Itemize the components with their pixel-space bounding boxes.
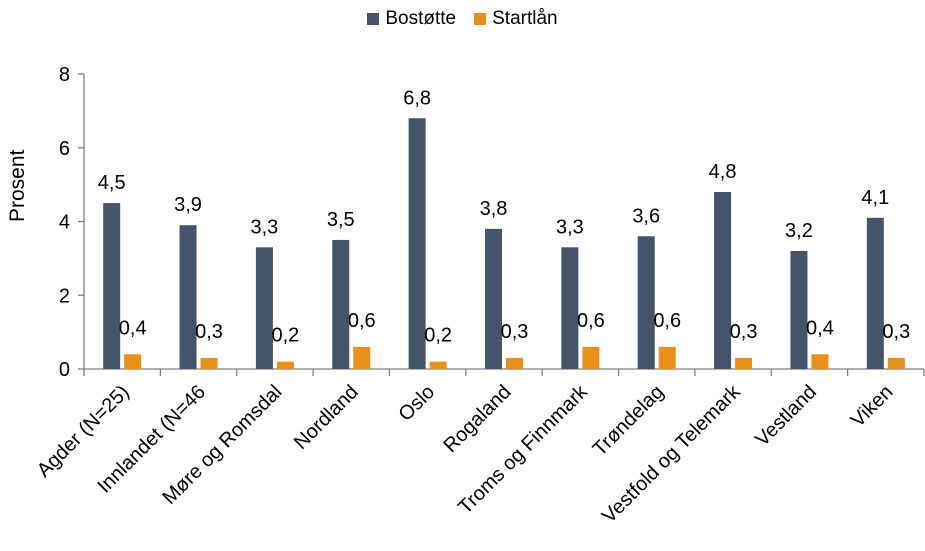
bar-bostotte [179,225,197,369]
data-label-startlan: 0,3 [501,321,529,343]
x-tick-label: Troms og Finnmark [454,380,592,518]
bar-bostotte [790,251,808,369]
bar-startlan [429,361,447,369]
data-label-startlan: 0,4 [119,317,147,339]
data-label-bostotte: 3,5 [327,209,355,231]
legend-item-bostotte: Bostøtte [367,8,456,30]
x-tick-label: Vestfold og Telemark [598,380,745,527]
bar-startlan [811,354,829,369]
bar-bostotte [714,192,732,369]
data-label-startlan: 0,2 [424,325,452,347]
bar-bostotte [408,118,426,369]
bar-startlan [200,357,218,369]
y-tick-label: 6 [59,138,70,160]
y-tick-label: 2 [59,285,70,307]
x-tick-label: Rogaland [439,381,515,457]
bar-bostotte [561,247,579,369]
bar-bostotte [332,239,350,369]
bar-startlan [887,357,905,369]
bar-startlan [506,357,523,369]
legend-label-startlan: Startlån [492,8,558,29]
chart-legend: Bostøtte Startlån [0,8,925,30]
data-label-startlan: 0,2 [272,325,300,347]
x-tick-label: Viken [847,381,898,432]
bar-startlan [124,354,142,369]
bar-bostotte [255,247,273,369]
bar-bostotte [866,217,884,369]
data-label-bostotte: 4,8 [709,161,737,183]
y-tick-label: 0 [59,359,70,381]
bar-bostotte [637,236,655,369]
legend-swatch-startlan [474,13,487,25]
x-tick-label: Trøndelag [589,381,668,460]
bar-startlan [658,346,676,369]
data-label-bostotte: 3,3 [251,216,279,238]
x-tick-label: Vestland [751,381,821,451]
data-label-bostotte: 6,8 [403,87,431,109]
x-tick-label: Oslo [395,381,440,426]
data-label-bostotte: 3,2 [785,220,813,242]
bar-startlan [276,361,294,369]
data-label-bostotte: 3,3 [556,216,584,238]
bar-startlan [735,357,753,369]
y-tick-label: 4 [59,212,70,234]
data-label-startlan: 0,3 [882,321,910,343]
bar-startlan [353,346,371,369]
bar-bostotte [103,203,121,369]
data-label-startlan: 0,4 [806,317,834,339]
bar-startlan [582,346,600,369]
legend-item-startlan: Startlån [474,8,558,30]
y-tick-label: 8 [59,64,70,86]
data-label-bostotte: 4,5 [98,172,126,194]
data-label-startlan: 0,3 [195,321,223,343]
data-label-startlan: 0,3 [730,321,758,343]
legend-swatch-bostotte [367,13,380,25]
data-label-bostotte: 4,1 [861,187,889,209]
data-label-startlan: 0,6 [348,310,376,332]
bar-bostotte [485,228,502,369]
data-label-bostotte: 3,6 [632,205,660,227]
data-label-bostotte: 3,9 [174,194,202,216]
x-tick-label: Nordland [290,381,363,454]
data-label-startlan: 0,6 [577,310,605,332]
data-label-bostotte: 3,8 [480,198,508,220]
data-label-startlan: 0,6 [653,310,681,332]
legend-label-bostotte: Bostøtte [385,8,457,29]
